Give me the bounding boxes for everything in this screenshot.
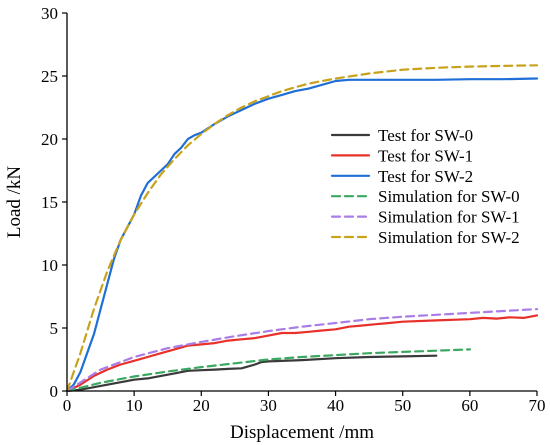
series-line-5 [65,308,539,393]
y-axis-label: Load /kN [4,166,25,239]
x-ticks: 0 10 20 30 40 50 60 70 [63,391,546,415]
legend-label: Simulation for SW-2 [378,228,520,247]
y-tick-label: 25 [41,67,58,86]
series-line-4 [65,348,471,393]
x-axis-label: Displacement /mm [230,422,374,443]
y-tick-label: 10 [41,256,58,275]
x-tick-label: 0 [63,396,72,415]
x-tick-label: 60 [461,396,478,415]
legend-label: Simulation for SW-1 [378,208,520,227]
legend-label: Test for SW-0 [378,126,473,145]
x-tick-label: 70 [529,396,546,415]
y-ticks: 0 5 10 15 20 25 30 [41,4,67,401]
x-tick-label: 40 [327,396,344,415]
series-line-6 [65,64,539,393]
legend-label: Test for SW-1 [378,146,473,165]
y-tick-label: 15 [41,193,58,212]
y-tick-label: 5 [50,319,59,338]
y-tick-label: 20 [41,130,58,149]
legend-label: Simulation for SW-0 [378,187,520,206]
x-tick-label: 10 [126,396,143,415]
legend-label: Test for SW-2 [378,167,473,186]
y-tick-label: 30 [41,4,58,23]
x-tick-label: 50 [394,396,411,415]
x-tick-label: 30 [260,396,277,415]
series-line-2 [65,314,539,393]
series-line-1 [65,354,438,393]
x-tick-label: 20 [193,396,210,415]
y-tick-label: 0 [50,382,59,401]
series-layer [65,64,539,393]
series-line-3 [65,77,539,393]
